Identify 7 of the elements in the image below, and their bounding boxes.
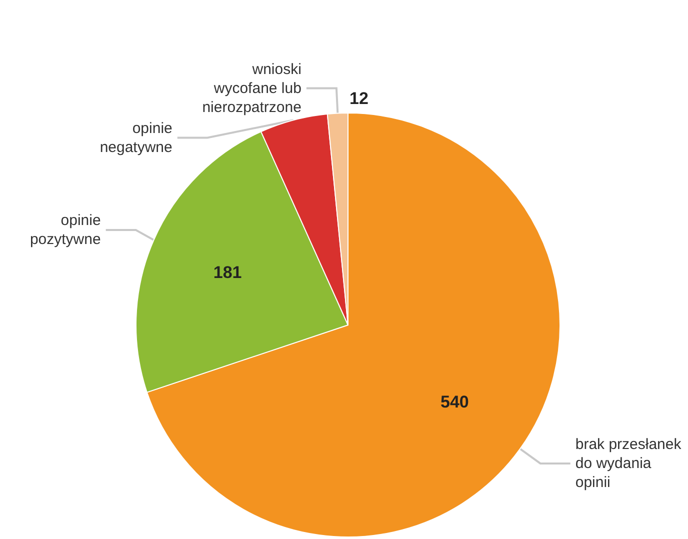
slice-label: opinie negatywne: [100, 120, 172, 156]
data-label: 181: [213, 262, 242, 282]
slice-label: brak przesłanek do wydania opinii: [575, 436, 682, 491]
data-label: 12: [349, 88, 368, 108]
slice-label: opinie pozytywne: [30, 212, 101, 248]
slice-label: wnioski wycofane lub nierozpatrzone: [202, 60, 302, 116]
data-label: 540: [440, 392, 469, 412]
